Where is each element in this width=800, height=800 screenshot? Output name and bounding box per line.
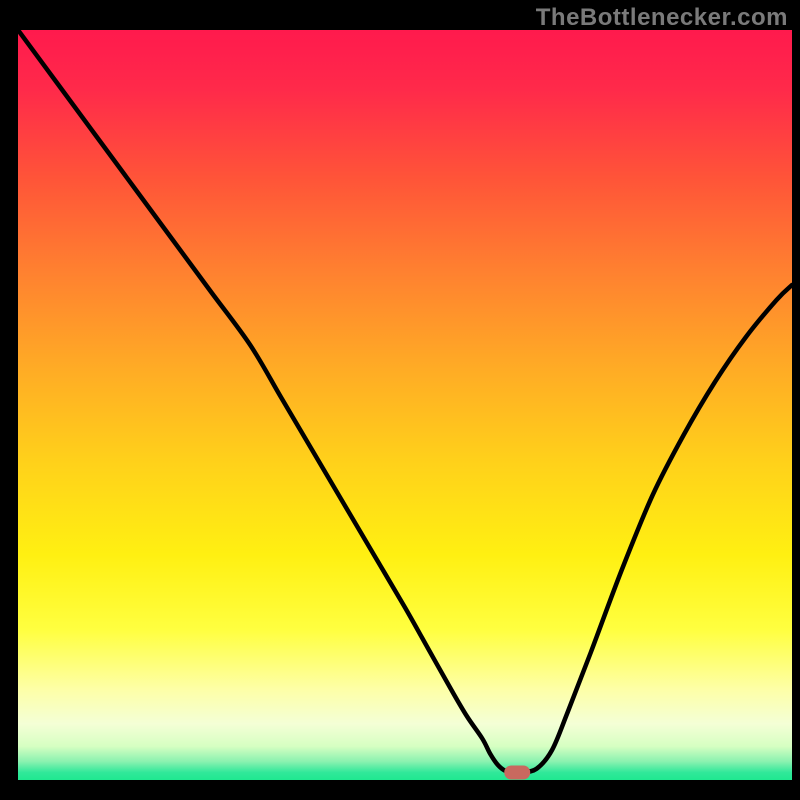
minimum-marker (504, 766, 530, 780)
plot-svg (18, 30, 792, 780)
plot-area (18, 30, 792, 780)
bottleneck-chart: TheBottlenecker.com (0, 0, 800, 800)
watermark-text: TheBottlenecker.com (536, 4, 788, 32)
gradient-background (18, 30, 792, 780)
